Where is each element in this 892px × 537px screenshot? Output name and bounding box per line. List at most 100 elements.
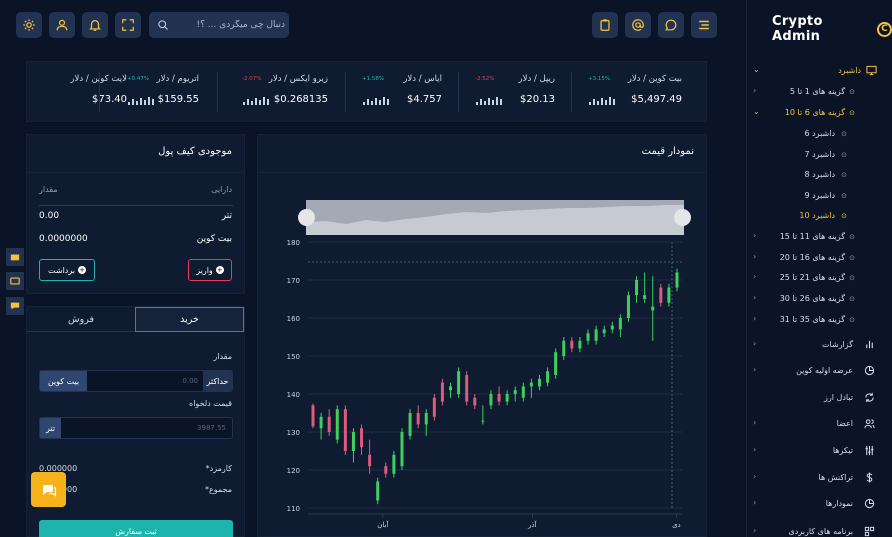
- circle-dot-icon: ⊙: [849, 109, 855, 117]
- ticker-item[interactable]: ریپل / دلار -2.52% $20.13: [463, 62, 555, 123]
- candle-body: [319, 416, 323, 429]
- ticker-price: $73.40: [92, 94, 127, 105]
- card-icon: [10, 277, 20, 285]
- circle-dot-icon: ⊙: [841, 192, 847, 200]
- email-button[interactable]: [625, 12, 651, 38]
- candlestick-chart[interactable]: 110 120 130 140 150 160 170 180 آبان آذر دی: [258, 235, 706, 536]
- candle-body: [594, 329, 598, 341]
- circle-dot-icon: ⊙: [849, 233, 855, 241]
- sidebar-item-dashboard-10[interactable]: ⊙ داشبرد 10: [747, 207, 892, 227]
- sparkline-bar: [267, 99, 269, 105]
- sidebar-item-options-31-35[interactable]: ⊙ گزینه های 35 تا 31 ‹: [747, 311, 892, 331]
- sparkline-bar: [263, 97, 265, 105]
- price-input[interactable]: [62, 418, 232, 438]
- candle-body: [546, 371, 550, 383]
- deposit-button[interactable]: + واریز: [188, 259, 232, 281]
- sidebar-item-tickers[interactable]: تیکرها ‹: [747, 442, 892, 462]
- sidebar-item-label: داشبرد 9: [804, 191, 835, 200]
- sidebar-item-label: اعضا: [836, 419, 853, 428]
- search-icon[interactable]: [157, 19, 169, 31]
- sidebar-item-dashboard-8[interactable]: ⊙ داشبرد 8: [747, 166, 892, 186]
- sparkline-bar: [593, 99, 595, 105]
- search-input[interactable]: [175, 20, 285, 30]
- dollar-icon: [866, 472, 873, 483]
- sidebar-item-dashboard-6[interactable]: ⊙ داشبرد 6: [747, 125, 892, 145]
- sparkline-bar: [597, 101, 599, 105]
- sidebar: Crypto Admin C داشبرد ⌄ ⊙ گزینه های 1 تا…: [746, 0, 892, 537]
- side-tab-wallet[interactable]: [6, 248, 24, 266]
- sidebar-item-reports[interactable]: گزارشات ‹: [747, 336, 892, 356]
- chevron-left-icon: ‹: [753, 498, 757, 507]
- ticker-name: لایت کوین / دلار: [70, 74, 127, 84]
- menu-icon: [699, 20, 709, 30]
- refresh-icon: [865, 392, 874, 403]
- sparkline-bar: [613, 99, 615, 105]
- sidebar-item-charts[interactable]: نمودارها ‹: [747, 495, 892, 515]
- candle-body: [497, 394, 501, 402]
- chat-bubble-icon: [665, 19, 677, 31]
- sidebar-item-label: گزینه های 11 تا 15: [779, 232, 845, 241]
- circle-dot-icon: ⊙: [849, 88, 855, 96]
- chevron-left-icon: ‹: [753, 293, 757, 302]
- y-tick-label: 130: [287, 429, 300, 437]
- sidebar-item-options-11-15[interactable]: ⊙ گزینه های 11 تا 15 ‹: [747, 228, 892, 248]
- ticker-item[interactable]: اتریوم / دلار +0.47% $159.55: [115, 62, 199, 123]
- sidebar-item-label: گزینه های 1 تا 5: [789, 87, 845, 96]
- sidebar-item-apps[interactable]: برنامه های کاربردی ‹: [747, 523, 892, 537]
- navigator-handle-left[interactable]: [298, 209, 315, 226]
- chat-button[interactable]: [658, 12, 684, 38]
- candle-body: [529, 382, 533, 387]
- sidebar-item-label: داشبرد: [838, 66, 861, 75]
- sidebar-item-ico[interactable]: عرضه اولیه کوین ‹: [747, 362, 892, 382]
- ticker-change: -2.07%: [242, 76, 262, 82]
- ticker-price: $0.268135: [273, 94, 328, 105]
- sidebar-item-options-16-20[interactable]: ⊙ گزینه های 16 تا 20 ‹: [747, 249, 892, 269]
- profile-button[interactable]: [49, 12, 75, 38]
- sparkline-bar: [140, 98, 142, 105]
- sidebar-item-options-1-5[interactable]: ⊙ گزینه های 1 تا 5 ‹: [747, 83, 892, 103]
- candle-body: [505, 394, 509, 402]
- circle-dot-icon: ⊙: [849, 295, 855, 303]
- candle-body: [481, 420, 485, 422]
- sparkline: [243, 97, 269, 105]
- settings-button[interactable]: [16, 12, 42, 38]
- sidebar-item-members[interactable]: اعضا ‹: [747, 415, 892, 435]
- sidebar-item-options-6-10[interactable]: ⊙ گزینه های 6 تا 10 ⌄: [747, 104, 892, 124]
- menu-toggle-button[interactable]: [691, 12, 717, 38]
- chat-fab-button[interactable]: [31, 472, 66, 507]
- side-tab-exchange[interactable]: [6, 272, 24, 290]
- ticker-item[interactable]: زیرو ایکس / دلار -2.07% $0.268135: [230, 62, 328, 123]
- ticker-item[interactable]: بیت کوین / دلار +3.15% $5,497.49: [576, 62, 682, 123]
- app-logo[interactable]: Crypto Admin C: [772, 14, 892, 44]
- apps-icon: [864, 526, 875, 537]
- candle-body: [667, 287, 671, 303]
- sidebar-item-label: داشبرد 8: [804, 170, 835, 179]
- sidebar-item-options-26-30[interactable]: ⊙ گزینه های 26 تا 30 ‹: [747, 290, 892, 310]
- sparkline-bar: [379, 100, 381, 105]
- withdraw-button[interactable]: + برداشت: [39, 259, 95, 281]
- amount-max-button[interactable]: حداکثر: [203, 371, 232, 391]
- side-tab-chat[interactable]: [6, 297, 24, 315]
- sidebar-item-dashboard-9[interactable]: ⊙ داشبرد 9: [747, 187, 892, 207]
- sidebar-item-exchange[interactable]: تبادل ارز: [747, 389, 892, 409]
- ticker-price: $20.13: [520, 94, 555, 105]
- tab-sell[interactable]: فروش: [27, 307, 135, 332]
- sidebar-item-options-21-25[interactable]: ⊙ گزینه های 21 تا 25 ‹: [747, 269, 892, 289]
- amount-input[interactable]: [86, 371, 204, 391]
- expand-icon: [122, 19, 134, 31]
- navigator-handle-right[interactable]: [674, 209, 691, 226]
- sidebar-item-dashboard-7[interactable]: ⊙ داشبرد 7: [747, 146, 892, 166]
- chevron-left-icon: ‹: [753, 231, 757, 240]
- sidebar-item-dashboard[interactable]: داشبرد ⌄: [747, 62, 892, 82]
- ticker-item[interactable]: ایاس / دلار +1.58% $4.757: [350, 62, 442, 123]
- candle-body: [400, 432, 404, 467]
- fullscreen-button[interactable]: [115, 12, 141, 38]
- chart-navigator[interactable]: [306, 200, 684, 235]
- ticker-item[interactable]: لایت کوین / دلار $73.40: [39, 62, 127, 123]
- clipboard-button[interactable]: [592, 12, 618, 38]
- notifications-button[interactable]: [82, 12, 108, 38]
- tab-buy[interactable]: خرید: [135, 307, 244, 332]
- submit-order-button[interactable]: ثبت سفارش: [39, 520, 233, 537]
- sidebar-item-transactions[interactable]: تراکنش ها ‹: [747, 469, 892, 489]
- sidebar-item-label: گزینه های 21 تا 25: [779, 273, 845, 282]
